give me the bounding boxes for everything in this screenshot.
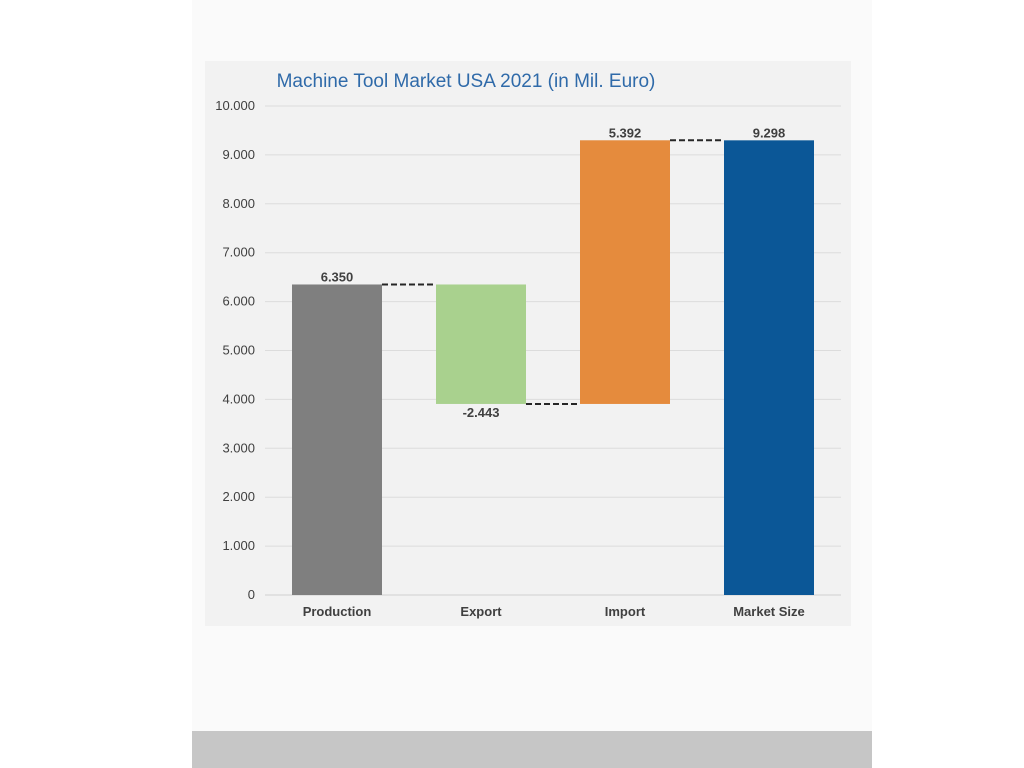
category-label: Import (605, 604, 646, 619)
y-tick-label: 5.000 (222, 343, 255, 358)
bar-import (580, 140, 670, 404)
y-tick-label: 4.000 (222, 391, 255, 406)
category-label: Market Size (733, 604, 805, 619)
y-tick-label: 2.000 (222, 489, 255, 504)
chart-title: Machine Tool Market USA 2021 (in Mil. Eu… (277, 71, 656, 92)
data-label: 6.350 (321, 269, 354, 284)
waterfall-chart: Machine Tool Market USA 2021 (in Mil. Eu… (215, 71, 841, 619)
y-tick-label: 8.000 (222, 196, 255, 211)
bar-production (292, 284, 382, 595)
y-tick-label: 0 (248, 587, 255, 602)
bar-export (436, 284, 526, 404)
data-label: -2.443 (463, 405, 500, 420)
data-label: 5.392 (609, 125, 642, 140)
data-labels: 6.350 -2.443 5.392 9.298 (321, 125, 786, 420)
data-label: 9.298 (753, 125, 786, 140)
x-axis-category-labels: Production Export Import Market Size (303, 604, 805, 619)
category-label: Production (303, 604, 372, 619)
y-tick-label: 3.000 (222, 440, 255, 455)
category-label: Export (460, 604, 502, 619)
y-tick-label: 10.000 (215, 98, 255, 113)
y-tick-label: 6.000 (222, 294, 255, 309)
bar-market-size (724, 140, 814, 595)
y-tick-label: 9.000 (222, 147, 255, 162)
connector-lines (382, 139, 724, 405)
y-tick-label: 1.000 (222, 538, 255, 553)
bars (292, 140, 814, 595)
page-footer-band (192, 731, 872, 768)
y-tick-label: 7.000 (222, 245, 255, 260)
y-axis-tick-labels: 0 1.000 2.000 3.000 4.000 5.000 6.000 7.000 8.00… (215, 98, 255, 602)
chart-panel: Machine Tool Market USA 2021 (in Mil. Eu… (205, 61, 851, 626)
